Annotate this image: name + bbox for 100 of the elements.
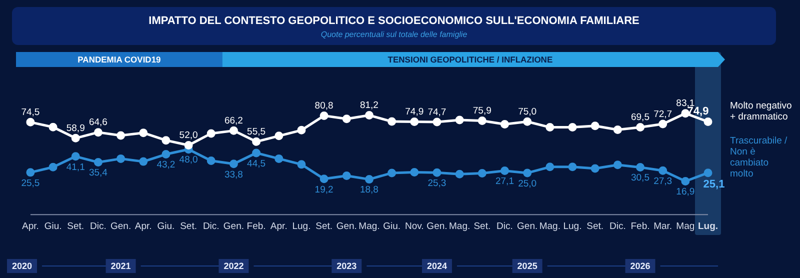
data-label: 25,5 bbox=[21, 178, 40, 189]
data-label: 25,3 bbox=[428, 178, 446, 190]
data-label: 66,2 bbox=[224, 116, 243, 127]
point bbox=[658, 120, 668, 128]
text: 2023 bbox=[336, 260, 357, 271]
point bbox=[388, 117, 396, 126]
x-tick-label: Giu. bbox=[383, 220, 401, 232]
point bbox=[636, 163, 644, 172]
data-label: 74,5 bbox=[21, 107, 40, 118]
point bbox=[297, 126, 306, 134]
point bbox=[206, 129, 216, 138]
chart-subtitle: Quote percentuali sul totale delle famiglie bbox=[320, 30, 468, 39]
data-label: 35,4 bbox=[88, 168, 108, 179]
x-tick-label: Gen. bbox=[336, 220, 357, 232]
data-label: 25,0 bbox=[518, 178, 537, 190]
data-label: 48,0 bbox=[179, 154, 198, 166]
point bbox=[116, 131, 126, 140]
x-tick-label: Lug. bbox=[563, 220, 582, 232]
text: TENSIONI GEOPOLITICHE / INFLAZIONE bbox=[388, 54, 553, 64]
data-label: 72,7 bbox=[654, 108, 672, 120]
point bbox=[48, 162, 58, 172]
point bbox=[229, 126, 238, 135]
point bbox=[274, 132, 284, 140]
data-label: 69,5 bbox=[630, 112, 650, 124]
data-label: 64,6 bbox=[88, 117, 108, 128]
x-tick-label: Dic. bbox=[609, 220, 626, 232]
x-tick-label: Gen. bbox=[223, 220, 244, 232]
x-tick-label: Mar. bbox=[654, 220, 672, 232]
x-tick-label: Nov. bbox=[404, 220, 424, 232]
point bbox=[613, 126, 622, 134]
point bbox=[26, 168, 35, 177]
data-label: 74,7 bbox=[428, 106, 446, 118]
point bbox=[478, 116, 486, 125]
point bbox=[342, 171, 351, 180]
x-tick-label: Mag. bbox=[449, 220, 470, 232]
text: 2025 bbox=[517, 260, 538, 271]
point bbox=[116, 154, 126, 163]
point bbox=[342, 114, 351, 124]
x-tick-label: Set. bbox=[67, 220, 84, 232]
point bbox=[139, 157, 148, 166]
point bbox=[94, 158, 102, 167]
point bbox=[523, 168, 532, 178]
data-label: 25,1 bbox=[703, 178, 725, 190]
chart-title: IMPATTO DEL CONTESTO GEOPOLITICO E SOCIOECONOMICO SULL'ECONOMIA FAMILIARE bbox=[148, 15, 640, 27]
x-tick-label: Dic. bbox=[496, 220, 513, 232]
x-tick-label: Lug. bbox=[292, 220, 311, 232]
text: Molto negativo + drammatico bbox=[730, 100, 792, 122]
point bbox=[297, 160, 306, 169]
data-label: 80,8 bbox=[314, 100, 334, 112]
point bbox=[455, 116, 464, 124]
point bbox=[252, 148, 261, 158]
text: 2020 bbox=[12, 260, 32, 271]
data-label: 41,1 bbox=[66, 162, 85, 173]
data-label: 74,9 bbox=[405, 106, 424, 118]
x-tick-label: Feb. bbox=[630, 220, 650, 232]
text: Trascurabile / Non è cambiato molto bbox=[730, 135, 788, 180]
data-label: 58,9 bbox=[66, 123, 85, 134]
point bbox=[704, 118, 712, 126]
x-tick-label: Apr. bbox=[270, 220, 288, 232]
x-tick-label: Lug. bbox=[698, 220, 718, 232]
x-tick-label: Mag. bbox=[358, 220, 380, 232]
x-tick-label: Set. bbox=[586, 220, 604, 232]
x-tick-label: Mag. bbox=[539, 220, 560, 232]
data-label: 27,1 bbox=[495, 176, 514, 188]
data-label: 75,0 bbox=[518, 106, 537, 118]
data-label: 44,5 bbox=[247, 158, 266, 170]
x-tick-label: Set. bbox=[180, 220, 197, 232]
x-tick-label: Set. bbox=[316, 220, 333, 232]
x-tick-label: Dic. bbox=[90, 220, 106, 232]
point bbox=[71, 134, 80, 142]
x-tick-label: Giu. bbox=[157, 220, 175, 232]
point bbox=[523, 117, 532, 126]
point bbox=[704, 168, 712, 178]
point bbox=[500, 166, 509, 176]
point bbox=[590, 122, 600, 130]
point bbox=[26, 118, 35, 126]
data-label: 75,9 bbox=[472, 106, 492, 117]
point bbox=[568, 162, 577, 172]
data-label: 27,3 bbox=[654, 176, 672, 187]
point bbox=[94, 128, 102, 137]
text: 2022 bbox=[224, 260, 244, 271]
point bbox=[681, 177, 690, 186]
text: 2026 bbox=[630, 260, 650, 271]
data-label: 16,9 bbox=[676, 186, 695, 198]
x-tick-label: Apr. bbox=[134, 220, 152, 232]
point bbox=[568, 123, 577, 132]
point bbox=[658, 166, 668, 175]
point bbox=[139, 128, 148, 138]
point bbox=[229, 160, 238, 168]
x-tick-label: Feb. bbox=[246, 220, 266, 232]
point bbox=[184, 141, 193, 150]
point bbox=[410, 168, 419, 176]
point bbox=[162, 136, 170, 145]
point bbox=[590, 164, 600, 173]
point bbox=[388, 168, 396, 178]
point bbox=[410, 118, 419, 126]
point bbox=[613, 160, 622, 170]
data-label: 19,2 bbox=[314, 184, 334, 196]
point bbox=[252, 137, 261, 146]
point bbox=[206, 156, 216, 165]
